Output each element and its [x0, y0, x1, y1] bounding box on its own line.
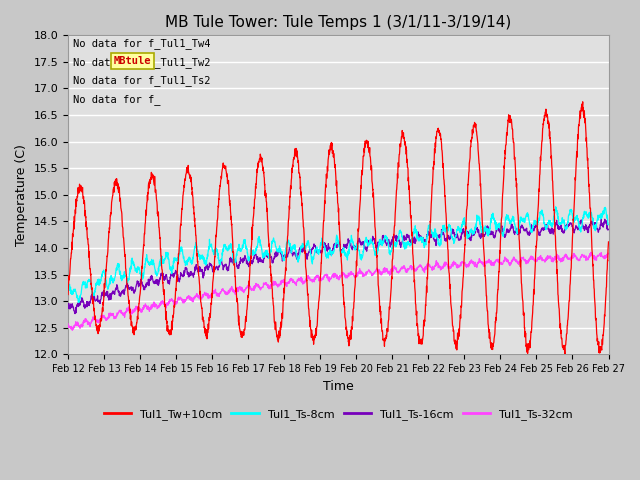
Text: No data for f_Tul1_Tw2: No data for f_Tul1_Tw2: [74, 57, 211, 68]
Text: MBtule: MBtule: [114, 56, 152, 66]
Legend: Tul1_Tw+10cm, Tul1_Ts-8cm, Tul1_Ts-16cm, Tul1_Ts-32cm: Tul1_Tw+10cm, Tul1_Ts-8cm, Tul1_Ts-16cm,…: [99, 405, 577, 424]
Y-axis label: Temperature (C): Temperature (C): [15, 144, 28, 246]
X-axis label: Time: Time: [323, 380, 354, 393]
Text: No data for f_: No data for f_: [74, 94, 161, 105]
Text: No data for f_Tul1_Tw4: No data for f_Tul1_Tw4: [74, 38, 211, 49]
Title: MB Tule Tower: Tule Temps 1 (3/1/11-3/19/14): MB Tule Tower: Tule Temps 1 (3/1/11-3/19…: [165, 15, 511, 30]
Text: No data for f_Tul1_Ts2: No data for f_Tul1_Ts2: [74, 75, 211, 86]
